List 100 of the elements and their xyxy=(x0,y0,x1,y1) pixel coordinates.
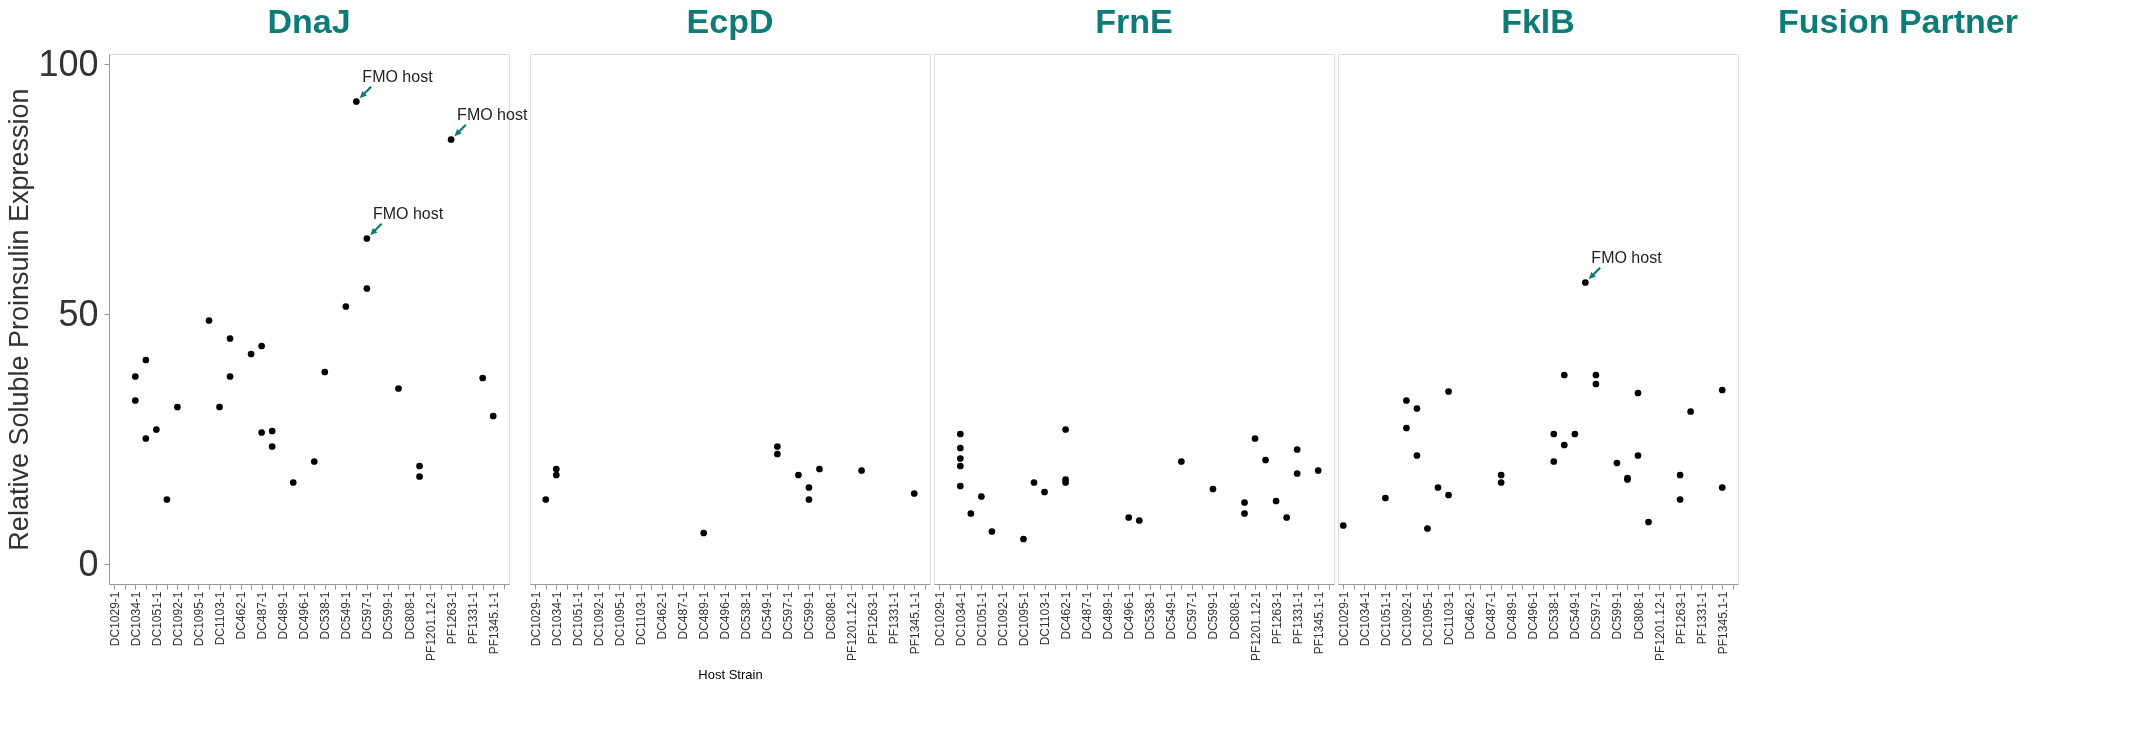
point xyxy=(1339,522,1347,529)
x-tick-label: DC599-1 xyxy=(381,591,396,640)
x-tick-label: DC549-1 xyxy=(760,591,775,640)
x-tick-label: DC1029-1 xyxy=(107,591,122,647)
x-tick-label: DC597-1 xyxy=(781,591,796,640)
annotation: FMO host xyxy=(362,67,434,85)
point xyxy=(700,529,708,537)
x-tick-label: PF1331-1 xyxy=(886,591,901,645)
x-tick-label: DC1051-1 xyxy=(1378,591,1393,647)
x-tick-label: PF1201.12-1 xyxy=(423,591,438,661)
point xyxy=(289,479,297,486)
point xyxy=(858,467,865,474)
x-tick-label: DC489-1 xyxy=(1505,591,1520,640)
point xyxy=(353,98,360,105)
point xyxy=(1403,397,1410,404)
point xyxy=(1592,371,1600,379)
x-tick-label: DC1029-1 xyxy=(1336,591,1351,647)
x-tick-label: DC1103-1 xyxy=(1442,591,1457,646)
point xyxy=(956,430,964,438)
point xyxy=(1592,380,1600,388)
chart-title: DnaJ xyxy=(267,2,351,40)
x-tick-label: DC1029-1 xyxy=(932,591,947,647)
point xyxy=(910,490,918,497)
point xyxy=(552,471,560,479)
point xyxy=(1241,499,1248,506)
x-tick-label: DC1095-1 xyxy=(1420,591,1435,647)
point xyxy=(321,368,329,376)
point xyxy=(978,493,985,500)
point xyxy=(1445,491,1452,499)
y-tick-label: 50 xyxy=(58,292,99,334)
point xyxy=(226,373,234,380)
x-tick-label: DC549-1 xyxy=(1568,591,1583,640)
x-tick-label: PF1345.1-1 xyxy=(486,591,501,655)
y-axis-title: Relative Soluble Proinsulin Expression xyxy=(4,88,35,551)
point xyxy=(956,455,964,462)
point xyxy=(1613,459,1621,467)
point xyxy=(1497,479,1505,486)
x-tick-label: DC1051-1 xyxy=(149,591,164,647)
x-tick-label: DC538-1 xyxy=(1547,591,1562,640)
x-tick-label: DC1034-1 xyxy=(128,591,143,647)
x-tick-label: PF1331-1 xyxy=(465,591,480,645)
point xyxy=(1634,389,1642,397)
point xyxy=(1125,514,1133,521)
point xyxy=(1550,430,1558,438)
x-tick-label: DC1092-1 xyxy=(1399,591,1414,647)
x-tick-label: PF1345.1-1 xyxy=(1715,591,1730,655)
x-tick-label: DC808-1 xyxy=(823,591,838,640)
x-tick-label: DC1051-1 xyxy=(570,591,585,647)
point xyxy=(1020,535,1027,543)
x-tick-label: DC808-1 xyxy=(402,591,417,640)
point xyxy=(988,528,996,535)
annotation: FMO host xyxy=(1591,248,1663,266)
x-tick-label: DC808-1 xyxy=(1631,591,1646,640)
point xyxy=(489,412,497,420)
x-tick-label: PF1201.12-1 xyxy=(1248,591,1263,661)
x-tick-label: DC599-1 xyxy=(1206,591,1221,640)
point xyxy=(479,374,487,382)
point xyxy=(416,473,423,480)
x-tick-label: DC1103-1 xyxy=(634,591,649,646)
point xyxy=(805,496,813,503)
y-tick-label: 0 xyxy=(78,542,99,584)
point xyxy=(1687,408,1694,415)
x-tick-label: DC1092-1 xyxy=(170,591,185,647)
point xyxy=(774,450,781,458)
point xyxy=(1634,452,1642,459)
point xyxy=(1293,446,1301,453)
x-tick-label: DC496-1 xyxy=(1526,591,1541,640)
x-tick-label: DC489-1 xyxy=(697,591,712,640)
point xyxy=(816,465,823,473)
x-tick-label: DC1034-1 xyxy=(549,591,564,647)
chart-title: EcpD xyxy=(686,2,774,40)
point xyxy=(174,403,181,411)
point xyxy=(1135,517,1143,524)
point xyxy=(1314,467,1322,474)
point xyxy=(1251,435,1259,442)
x-tick-label: DC538-1 xyxy=(739,591,754,640)
point xyxy=(542,496,550,503)
point xyxy=(342,303,350,310)
point xyxy=(310,458,318,465)
point xyxy=(268,443,276,450)
point xyxy=(1445,388,1452,395)
point xyxy=(1382,494,1389,502)
point xyxy=(258,429,265,436)
point xyxy=(216,403,223,411)
annotation: FMO host xyxy=(372,204,444,222)
point xyxy=(956,444,964,452)
x-tick-label: DC487-1 xyxy=(1080,591,1095,640)
point xyxy=(956,482,964,490)
point xyxy=(1434,484,1442,491)
point xyxy=(1178,458,1185,465)
point xyxy=(1272,497,1280,505)
x-tick-label: DC1051-1 xyxy=(974,591,989,647)
x-tick-label: DC597-1 xyxy=(1185,591,1200,640)
x-tick-label: DC1034-1 xyxy=(1357,591,1372,647)
point xyxy=(1571,430,1579,438)
x-tick-label: DC1103-1 xyxy=(213,591,228,646)
point xyxy=(1718,386,1726,394)
x-tick-label: DC487-1 xyxy=(255,591,270,640)
x-tick-label: PF1345.1-1 xyxy=(907,591,922,655)
point xyxy=(967,510,975,517)
